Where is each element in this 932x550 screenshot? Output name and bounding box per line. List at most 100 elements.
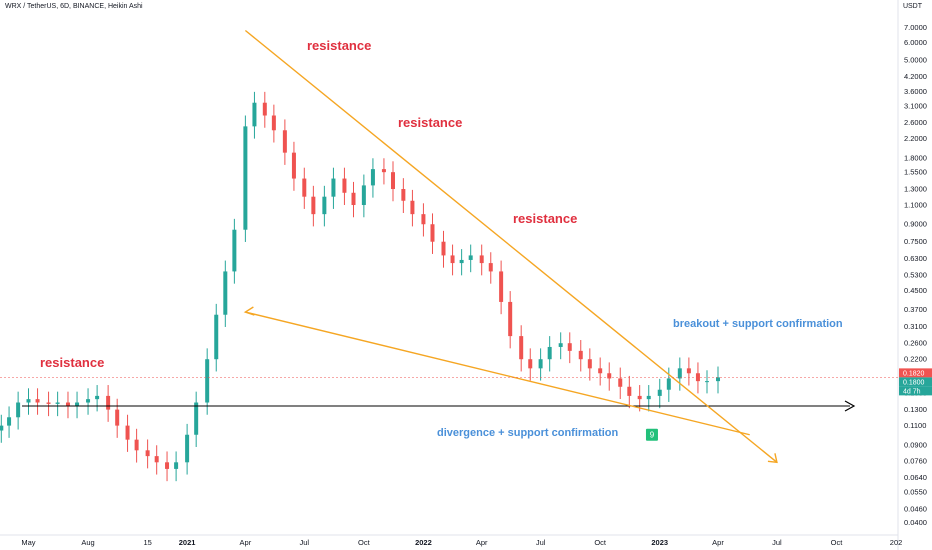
- candle-body: [243, 126, 248, 230]
- y-tick-label: 3.6000: [904, 87, 927, 96]
- descending-support-line: [245, 311, 750, 436]
- annotation-resistance-4: resistance: [513, 211, 578, 226]
- x-axis: May Aug 15 2021 Apr Jul Oct 2022 Apr Jul Oct 2023 Ap…: [21, 538, 902, 547]
- x-tick-label: Apr: [240, 538, 252, 547]
- candle-body: [223, 271, 228, 315]
- descending-resistance-line: [244, 29, 778, 463]
- candle-body: [410, 200, 415, 215]
- candle-body: [125, 425, 130, 440]
- chart-title: WRX / TetherUS, 6D, BINANCE, Heikin Ashi: [5, 3, 143, 10]
- candle-body: [450, 255, 455, 264]
- currency-label: USDT: [902, 3, 922, 10]
- candle-body: [441, 241, 446, 256]
- candle-body: [282, 130, 287, 153]
- y-tick-label: 2.6000: [904, 118, 927, 127]
- candle-body: [677, 368, 682, 379]
- x-tick-label: Aug: [81, 538, 94, 547]
- y-tick-label: 0.6300: [904, 254, 927, 263]
- candle-body: [705, 381, 710, 383]
- candle-body: [322, 196, 327, 215]
- candle-body: [499, 271, 504, 302]
- y-tick-label: 0.0760: [904, 457, 927, 466]
- x-tick-label: Oct: [831, 538, 844, 547]
- candle-body: [361, 185, 366, 206]
- y-tick-label: 0.1300: [904, 405, 927, 414]
- candle-body: [607, 373, 612, 379]
- candle-body: [381, 169, 386, 173]
- x-tick-label: Oct: [358, 538, 371, 547]
- candle-body: [145, 450, 150, 457]
- candle-body: [627, 386, 632, 396]
- y-tick-label: 0.0550: [904, 488, 927, 497]
- x-tick-label: Jul: [536, 538, 546, 547]
- candle-body: [390, 172, 395, 190]
- candle-body: [115, 409, 120, 426]
- last-price-label: 0.1820: [903, 370, 925, 377]
- candle-body: [7, 417, 12, 426]
- candles: [0, 91, 721, 482]
- candle-body: [331, 178, 336, 197]
- y-tick-label: 0.3100: [904, 322, 927, 331]
- candle-body: [232, 229, 237, 272]
- y-tick-label: 0.0900: [904, 440, 927, 449]
- x-tick-label: 2022: [415, 538, 432, 547]
- candle-body: [370, 169, 375, 186]
- candle-body: [205, 359, 210, 403]
- grid: [0, 0, 899, 550]
- y-tick-label: 0.3700: [904, 305, 927, 314]
- candle-body: [106, 395, 111, 410]
- candle-body: [468, 255, 473, 260]
- x-tick-label: 2021: [179, 538, 196, 547]
- candle-body: [547, 346, 552, 360]
- candle-body: [528, 359, 533, 369]
- candle-body: [271, 115, 276, 131]
- annotation-resistance-1: resistance: [40, 355, 105, 370]
- candle-body: [686, 368, 691, 374]
- candle-body: [351, 192, 356, 206]
- candle-body: [194, 402, 199, 435]
- candle-body: [401, 189, 406, 201]
- y-tick-label: 5.0000: [904, 55, 927, 64]
- annotation-breakout: breakout + support confirmation: [673, 318, 843, 330]
- candle-body: [637, 395, 642, 400]
- annotation-resistance-3: resistance: [398, 115, 463, 130]
- y-tick-label: 1.1000: [904, 201, 927, 210]
- y-tick-label: 2.2000: [904, 134, 927, 143]
- candle-body: [75, 402, 80, 406]
- signal-badge: [645, 428, 658, 441]
- candle-body: [174, 462, 179, 469]
- candle-body: [558, 343, 563, 347]
- candle-body: [421, 214, 426, 225]
- x-tick-label: Jul: [772, 538, 782, 547]
- y-tick-label: 0.0460: [904, 505, 927, 514]
- candle-body: [508, 301, 513, 337]
- y-tick-label: 0.9000: [904, 220, 927, 229]
- candle-body: [311, 196, 316, 215]
- candle-body: [479, 255, 484, 264]
- countdown-box: [899, 386, 932, 396]
- candle-body: [95, 395, 100, 400]
- y-tick-label: 0.5300: [904, 270, 927, 279]
- y-tick-label: 0.4500: [904, 286, 927, 295]
- annotation-divergence: divergence + support confirmation: [437, 427, 619, 439]
- y-tick-label: 0.2200: [904, 355, 927, 364]
- candle-body: [0, 425, 4, 431]
- candle-body: [65, 402, 70, 406]
- candle-body: [46, 402, 51, 404]
- y-tick-label: 6.0000: [904, 38, 927, 47]
- x-tick-label: 202: [890, 538, 903, 547]
- y-tick-label: 1.8000: [904, 153, 927, 162]
- y-tick-label: 0.0400: [904, 518, 927, 527]
- candle-body: [35, 399, 40, 403]
- y-tick-label: 3.1000: [904, 101, 927, 110]
- y-tick-label: 1.5500: [904, 168, 927, 177]
- signal-badge-label: 9: [650, 431, 655, 440]
- candle-body: [519, 336, 524, 360]
- x-tick-label: Oct: [594, 538, 607, 547]
- candle-body: [716, 377, 721, 382]
- current-price-box: [899, 377, 932, 387]
- candle-body: [291, 152, 296, 179]
- candle-body: [488, 263, 493, 272]
- trendlines: 9: [22, 29, 856, 464]
